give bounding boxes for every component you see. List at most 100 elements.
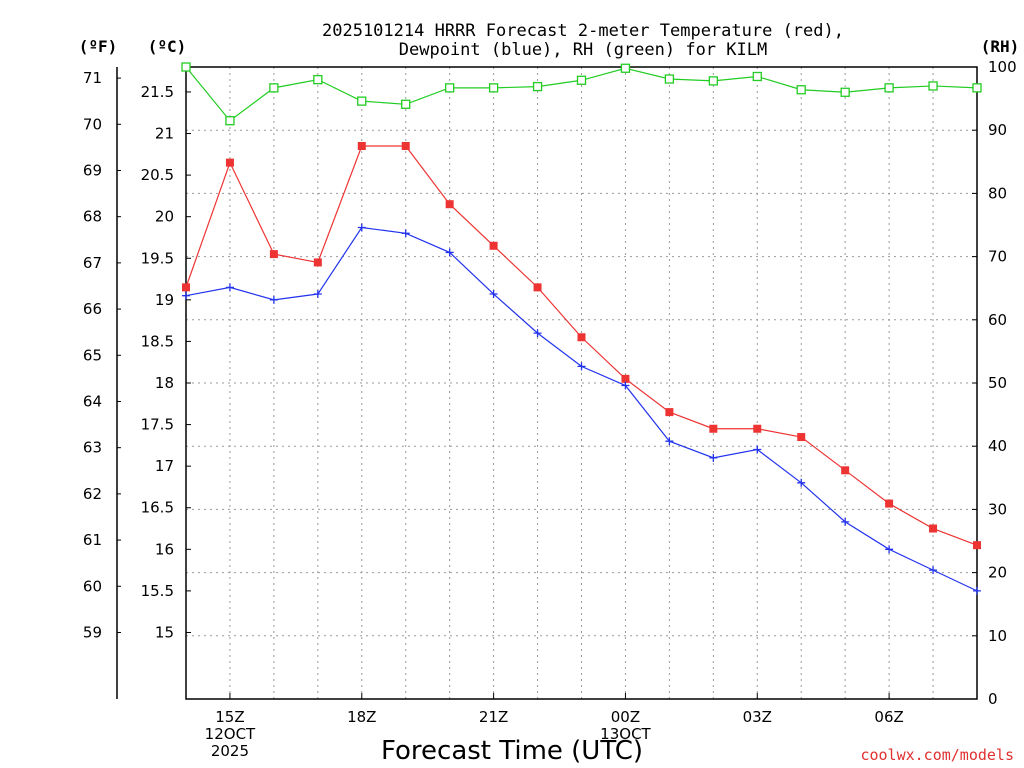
x-tick-label: 00Z: [611, 708, 640, 726]
rh-point: [752, 71, 762, 82]
rh-unit-label: (RH): [981, 37, 1020, 56]
temperature-point: [577, 333, 586, 342]
temperature-point: [973, 541, 981, 550]
rh-point: [972, 83, 982, 93]
fahrenheit-tick-label: 67: [83, 254, 102, 272]
series-layer: [181, 62, 982, 595]
dewpoint-point: [313, 290, 322, 299]
chart-title-line2: Dewpoint (blue), RH (green) for KILM: [399, 40, 767, 60]
temperature-point: [225, 158, 234, 167]
celsius-tick-label: 17: [155, 457, 174, 475]
dewpoint-point: [929, 566, 938, 575]
rh-point: [401, 99, 411, 109]
temperature-point: [401, 142, 410, 150]
dewpoint-point: [753, 445, 762, 454]
fahrenheit-tick-label: 69: [83, 161, 102, 179]
temperature-point: [182, 283, 190, 292]
x-tick-label: 12OCT: [205, 725, 256, 743]
x-tick-label: 18Z: [347, 708, 376, 726]
fahrenheit-tick-label: 70: [83, 115, 102, 133]
temperature-point: [709, 424, 718, 433]
celsius-tick-label: 18.5: [141, 332, 174, 350]
fahrenheit-tick-label: 60: [83, 577, 102, 595]
temperature-point: [313, 258, 322, 267]
dewpoint-point: [577, 362, 586, 371]
fahrenheit-tick-label: 68: [83, 208, 102, 226]
x-tick-label: 2025: [211, 742, 249, 760]
celsius-tick-label: 16.5: [141, 499, 174, 517]
rh-point: [664, 74, 675, 84]
rh-tick-label: 70: [988, 248, 1007, 266]
celsius-tick-label: 19.5: [141, 249, 174, 267]
celsius-tick-label: 15: [155, 623, 174, 641]
fahrenheit-unit-label: (ºF): [79, 37, 118, 56]
temperature-point: [533, 283, 542, 292]
rh-tick-label: 90: [988, 121, 1007, 139]
celsius-unit-label: (ºC): [148, 37, 187, 56]
rh-tick-label: 80: [988, 184, 1007, 202]
dewpoint-point: [973, 586, 981, 595]
dewpoint-point: [885, 545, 894, 554]
rh-tick-label: 20: [988, 564, 1007, 582]
dewpoint-point: [533, 329, 542, 338]
temperature-point: [269, 250, 278, 259]
rh-point: [488, 83, 499, 93]
rh-point: [269, 83, 279, 93]
temperature-point: [841, 466, 850, 475]
x-tick-label: 03Z: [743, 708, 772, 726]
fahrenheit-tick-label: 66: [83, 300, 102, 318]
fahrenheit-tick-label: 71: [83, 69, 102, 87]
celsius-tick-label: 19: [155, 291, 174, 309]
celsius-tick-label: 20.5: [141, 166, 174, 184]
temperature-point: [753, 424, 762, 433]
celsius-tick-label: 18: [155, 374, 174, 392]
dewpoint-point: [225, 283, 234, 292]
x-tick-label: 06Z: [874, 708, 903, 726]
celsius-tick-label: 17.5: [141, 416, 174, 434]
x-tick-label: 21Z: [479, 708, 508, 726]
dewpoint-point: [182, 291, 190, 300]
rh-point: [840, 87, 850, 97]
celsius-tick-label: 20: [155, 208, 174, 226]
celsius-tick-label: 21.5: [141, 83, 174, 101]
rh-point: [928, 81, 938, 91]
dewpoint-point: [357, 223, 366, 232]
rh-tick-label: 40: [988, 437, 1007, 455]
x-axis-title: Forecast Time (UTC): [381, 736, 643, 766]
rh-tick-label: 50: [988, 374, 1007, 392]
fahrenheit-tick-label: 62: [83, 485, 102, 503]
temperature-point: [885, 499, 894, 508]
temperature-point: [621, 374, 630, 383]
temperature-point: [929, 524, 938, 533]
celsius-tick-label: 16: [155, 540, 174, 558]
axes: 59 60 61 62 63 64 65 66 67 68 69 70 71 15 15.5 16 16.5 17…: [83, 58, 1017, 760]
rh-point: [445, 83, 455, 93]
rh-tick-label: 30: [988, 500, 1007, 518]
x-tick-label: 13OCT: [600, 725, 651, 743]
temperature-point: [797, 433, 806, 442]
rh-point: [225, 116, 235, 126]
credit-text: coolwx.com/models: [860, 746, 1014, 764]
rh-point: [708, 76, 718, 86]
temperature-point: [489, 241, 498, 250]
rh-tick-label: 0: [988, 690, 998, 708]
rh-tick-label: 60: [988, 311, 1007, 329]
dewpoint-point: [269, 295, 278, 304]
rh-point: [620, 63, 631, 73]
rh-point: [357, 96, 367, 106]
celsius-tick-label: 21: [155, 125, 174, 143]
gridlines: [186, 67, 977, 699]
temperature-point: [357, 142, 366, 150]
fahrenheit-tick-label: 59: [83, 623, 102, 641]
rh-point: [313, 74, 323, 85]
dewpoint-point: [621, 381, 630, 390]
dewpoint-point: [797, 478, 806, 487]
celsius-tick-label: 15.5: [141, 582, 174, 600]
x-tick-label: 15Z: [215, 708, 244, 726]
rh-line: [185, 66, 978, 122]
rh-tick-label: 10: [988, 627, 1007, 645]
fahrenheit-tick-label: 63: [83, 439, 102, 457]
rh-point: [576, 75, 587, 85]
dewpoint-point: [709, 453, 718, 462]
fahrenheit-tick-label: 64: [83, 392, 102, 410]
